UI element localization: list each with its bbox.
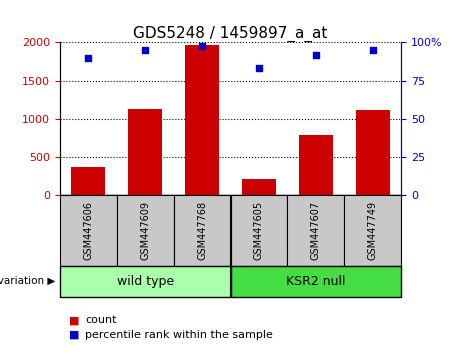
Point <box>312 52 319 57</box>
Text: GSM447606: GSM447606 <box>83 201 94 259</box>
Point <box>255 65 263 71</box>
Bar <box>230 266 401 297</box>
Text: GSM447607: GSM447607 <box>311 200 321 260</box>
Point <box>369 47 376 53</box>
Text: KSR2 null: KSR2 null <box>286 275 346 288</box>
Bar <box>71 166 106 195</box>
Bar <box>344 195 401 266</box>
Point <box>142 47 149 53</box>
Text: genotype/variation ▶: genotype/variation ▶ <box>0 276 55 286</box>
Bar <box>287 195 344 266</box>
Text: ■: ■ <box>69 315 80 325</box>
Bar <box>355 110 390 195</box>
Text: ■: ■ <box>69 330 80 339</box>
Bar <box>60 195 117 266</box>
Title: GDS5248 / 1459897_a_at: GDS5248 / 1459897_a_at <box>133 26 328 42</box>
Text: wild type: wild type <box>117 275 174 288</box>
Point <box>85 55 92 61</box>
Bar <box>185 45 219 195</box>
Text: count: count <box>85 315 117 325</box>
Bar <box>242 179 276 195</box>
Text: GSM447768: GSM447768 <box>197 200 207 260</box>
Text: GSM447749: GSM447749 <box>367 200 378 260</box>
Text: percentile rank within the sample: percentile rank within the sample <box>85 330 273 339</box>
Bar <box>230 195 287 266</box>
Text: GSM447605: GSM447605 <box>254 200 264 260</box>
Text: GSM447609: GSM447609 <box>140 201 150 259</box>
Bar <box>117 195 174 266</box>
Bar <box>299 135 333 195</box>
Bar <box>128 109 162 195</box>
Point <box>198 43 206 48</box>
Bar <box>174 195 230 266</box>
Bar <box>60 266 230 297</box>
